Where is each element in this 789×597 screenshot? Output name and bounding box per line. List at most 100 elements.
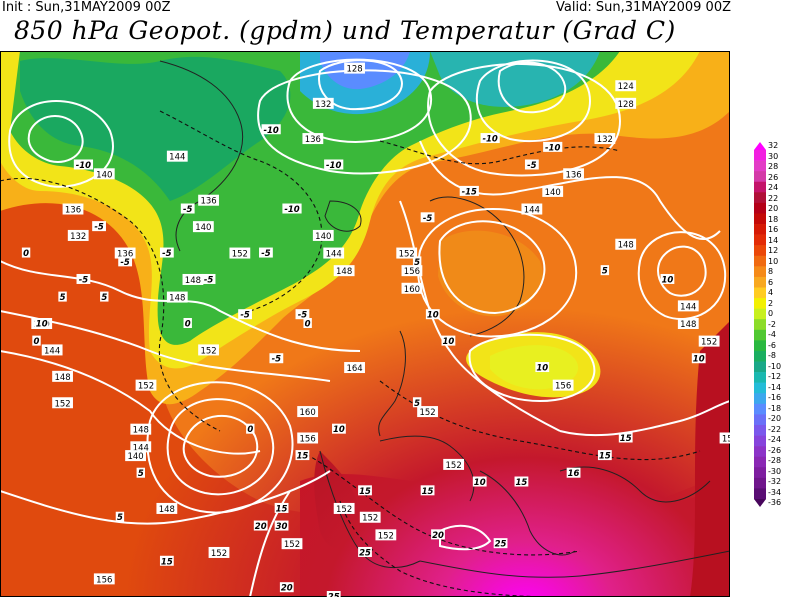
geopotential-label-box [401, 265, 423, 277]
geopotential-label-box [93, 573, 115, 585]
temperature-label-text: -10 [326, 161, 341, 171]
temperature-label-box [543, 141, 563, 152]
geopotential-label-text: 152 [232, 250, 248, 260]
temperature-label-text: 25 [359, 548, 371, 558]
temperature-label-box [136, 467, 145, 478]
temperature-label-text: 15 [161, 557, 173, 567]
temperature-label: 10 [425, 309, 440, 321]
geopotential-label-box [281, 538, 303, 550]
geopotential-label: 152 [229, 247, 251, 260]
temperature-label-box [32, 335, 41, 346]
temperature-label-box [493, 538, 508, 549]
coastline-british-isles [378, 330, 406, 437]
geopotential-label: 140 [93, 168, 115, 180]
geopotential-label-box [333, 502, 355, 514]
temperature-label: -5 [201, 273, 216, 285]
temperature-label-box [183, 318, 192, 328]
geopotential-label-text: 144 [524, 206, 540, 216]
temperature-label-box [159, 555, 174, 566]
temperature-label-box [118, 256, 133, 267]
isohypse-140-low [182, 414, 259, 478]
geopotential-label-box [192, 221, 214, 233]
temperature-label: -5 [295, 309, 310, 321]
temperature-label-box [514, 476, 529, 487]
temperature-label-box [441, 335, 456, 346]
geopotential-label: 144 [41, 344, 63, 356]
geopotential-label-text: 128 [346, 65, 362, 75]
isohypse-128-barents [497, 61, 567, 114]
isohypse-144-east-low [657, 245, 707, 297]
geopotential-label: 140 [312, 229, 334, 242]
temperature-label-box [279, 582, 294, 593]
geopotential-label-box [552, 379, 574, 391]
colorbar-swatch [754, 424, 766, 436]
temperature-label-text: 10 [36, 320, 48, 330]
colorbar-swatch [754, 456, 766, 468]
colorbar-swatch [754, 142, 766, 150]
temperature-label: 15 [420, 485, 435, 497]
geopotential-label: 144 [166, 150, 188, 163]
geopotential-labels: 1401361321361401441481521441361401521481… [31, 62, 730, 585]
geopotential-label-box [208, 546, 230, 558]
temperature-label-text: 15 [599, 452, 611, 462]
colorbar-tick-label: 16 [768, 225, 779, 234]
temperature-label: 0 [246, 423, 255, 435]
temperature-label: 15 [618, 432, 633, 444]
geopotential-label: 136 [62, 203, 84, 216]
temperature-label-text: 10 [333, 425, 345, 435]
temperature-isotherms [0, 110, 701, 597]
geopotential-label: 156 [297, 432, 319, 444]
coastline-north-africa [419, 550, 730, 578]
geopotential-label-text: 156 [96, 575, 112, 585]
temperature-label-text: -5 [240, 311, 250, 321]
coastline-scandinavia [429, 196, 525, 337]
geopotential-label-box [130, 423, 152, 435]
geopotential-label: 152 [698, 335, 720, 348]
geopotential-label-text: 140 [315, 232, 331, 242]
geopotential-label: 144 [677, 300, 699, 312]
temperature-label-text: 10 [662, 275, 674, 285]
temperature-label-box [431, 529, 445, 540]
geopotential-label-box [375, 529, 397, 541]
temperature-label: -10 [543, 141, 563, 153]
geopotential-label: 152 [443, 458, 465, 471]
geopotential-label-text: 144 [326, 250, 342, 260]
isohypse-152-med [439, 524, 492, 551]
temperature-label: -5 [269, 353, 284, 365]
geopotential-label: 140 [125, 450, 146, 462]
coastline-iceland [324, 200, 362, 232]
temperature-label-text: 20 [432, 531, 444, 541]
colorbar-tick-label: 26 [768, 172, 779, 182]
geopotential-label-text: 144 [133, 443, 149, 453]
temperature-label-box [324, 159, 344, 170]
temperature-label-box [238, 309, 252, 320]
temperature-label: 20 [279, 582, 294, 594]
geopotential-label: 140 [542, 185, 564, 198]
colorbar-swatch [754, 234, 766, 246]
temperature-label-text: -5 [120, 258, 130, 268]
init-time-label: Init : Sun,31MAY2009 00Z [2, 0, 171, 15]
geopotential-label: 160 [401, 282, 423, 295]
temperature-label-box [274, 502, 289, 513]
geopotential-label: 136 [198, 194, 219, 207]
temperature-label-box [282, 203, 302, 214]
colorbar-swatch [754, 382, 766, 394]
temperature-label-text: -10 [545, 143, 560, 153]
colorbar-tick-label: -12 [768, 372, 782, 381]
colorbar-tick-label: 20 [768, 204, 779, 213]
isohypse-132-greenland [27, 115, 84, 163]
geopotential-label-box [521, 203, 543, 215]
geopotential-label: 124 [615, 80, 637, 92]
temperature-label-box [159, 247, 174, 258]
temperature-label-box [535, 362, 550, 373]
colorbar-swatch [754, 266, 766, 278]
temperature-label-box [358, 485, 372, 496]
colorbar-tick-label: 24 [768, 183, 779, 192]
temperature-label-text: 15 [516, 478, 528, 488]
colorbar-swatch [754, 477, 766, 489]
temperature-label-text: 10 [443, 337, 455, 347]
geopotential-label: 136 [114, 247, 136, 260]
temperature-field-hot-east [690, 321, 730, 597]
colorbar-swatch [754, 361, 766, 373]
temperature-label-text: -5 [423, 214, 433, 224]
